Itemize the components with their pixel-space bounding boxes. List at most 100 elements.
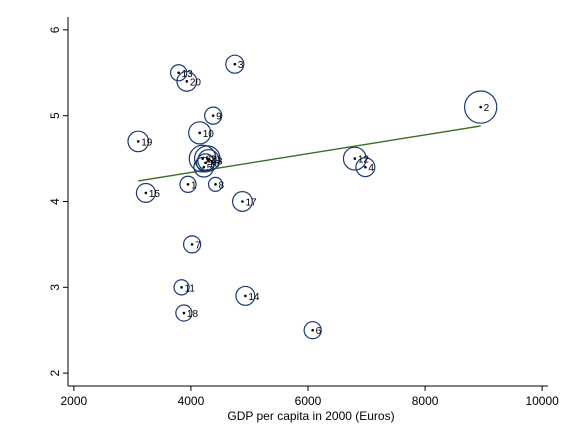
data-point: 19 bbox=[127, 130, 153, 153]
point-marker bbox=[364, 165, 367, 169]
y-tick-label: 2 bbox=[48, 369, 62, 376]
axes bbox=[67, 17, 548, 387]
point-marker bbox=[204, 161, 207, 165]
point-label: 18 bbox=[187, 309, 199, 320]
y-tick-label: 6 bbox=[48, 26, 62, 33]
point-label: 14 bbox=[248, 292, 260, 303]
point-marker bbox=[144, 191, 148, 195]
y-tick-label: 5 bbox=[48, 112, 62, 119]
data-point: 7 bbox=[182, 235, 202, 254]
point-marker bbox=[186, 183, 190, 186]
point-marker bbox=[244, 294, 247, 298]
x-tick-label: 10000 bbox=[525, 394, 559, 408]
point-marker bbox=[180, 286, 183, 289]
point-marker bbox=[479, 105, 482, 109]
data-point: 10 bbox=[188, 121, 215, 145]
data-point: 3 bbox=[225, 54, 245, 74]
point-label: 23 bbox=[211, 156, 223, 167]
point-bubble bbox=[197, 149, 220, 172]
data-point: 18 bbox=[175, 304, 199, 322]
point-label: 11 bbox=[185, 283, 196, 294]
y-ticks: 2 3 4 5 6 bbox=[48, 26, 68, 376]
data-point: 11 bbox=[173, 279, 196, 296]
point-bubble bbox=[169, 64, 188, 82]
point-bubble bbox=[179, 175, 197, 193]
point-marker bbox=[190, 243, 194, 246]
point-bubble bbox=[127, 130, 150, 153]
point-marker bbox=[136, 140, 140, 143]
point-label: 12 bbox=[358, 155, 370, 166]
data-point: 23 bbox=[197, 149, 223, 172]
data-point: 13 bbox=[169, 64, 193, 82]
x-axis-title: GDP per capita in 2000 (Euros) bbox=[227, 409, 394, 423]
point-marker bbox=[201, 157, 204, 160]
point-bubble bbox=[235, 285, 256, 306]
point-marker bbox=[177, 71, 180, 75]
point-bubble bbox=[207, 176, 224, 192]
data-point: 9 bbox=[204, 106, 223, 125]
data-point: 20 bbox=[176, 70, 202, 92]
y-tick-label: 4 bbox=[48, 198, 62, 205]
x-tick-label: 4000 bbox=[178, 394, 205, 408]
x-ticks: 2000 4000 6000 8000 10000 bbox=[61, 386, 559, 408]
point-label: 1 bbox=[191, 180, 197, 191]
data-point: 1 bbox=[179, 175, 197, 193]
point-label: 9 bbox=[216, 112, 222, 123]
data-point: 12 bbox=[342, 146, 370, 171]
point-label: 15 bbox=[149, 189, 161, 200]
data-point: 6 bbox=[303, 321, 322, 340]
point-label: 6 bbox=[316, 326, 322, 337]
point-label: 17 bbox=[245, 198, 257, 209]
point-marker bbox=[182, 311, 186, 315]
point-bubble bbox=[175, 304, 193, 322]
data-point: 14 bbox=[235, 285, 260, 306]
x-tick-label: 6000 bbox=[295, 394, 322, 408]
fit-line-group bbox=[138, 125, 481, 182]
point-label: 8 bbox=[219, 180, 225, 191]
point-marker bbox=[241, 200, 244, 203]
point-label: 22 bbox=[206, 155, 218, 166]
point-bubble bbox=[173, 279, 190, 296]
point-marker bbox=[311, 328, 314, 332]
point-bubble bbox=[355, 157, 376, 178]
point-label: 20 bbox=[190, 77, 202, 88]
point-marker bbox=[214, 183, 217, 186]
point-bubble bbox=[204, 106, 223, 125]
point-bubble bbox=[342, 146, 367, 171]
point-label: 7 bbox=[195, 240, 201, 251]
point-marker bbox=[353, 157, 357, 160]
x-tick-label: 2000 bbox=[61, 394, 88, 408]
data-point: 15 bbox=[135, 182, 161, 203]
point-bubble bbox=[188, 121, 212, 145]
fit-line bbox=[138, 125, 481, 182]
point-label: 3 bbox=[238, 60, 244, 71]
data-point: 8 bbox=[207, 176, 225, 192]
data-point: 4 bbox=[355, 157, 376, 178]
data-point: 2 bbox=[463, 90, 498, 124]
data-point: 17 bbox=[231, 191, 257, 212]
point-bubble bbox=[188, 144, 217, 173]
point-bubble bbox=[182, 235, 202, 254]
y-tick-label: 3 bbox=[48, 284, 62, 291]
point-marker bbox=[233, 62, 237, 66]
point-bubble bbox=[225, 54, 245, 74]
point-marker bbox=[202, 165, 206, 169]
point-label: 5 bbox=[207, 163, 213, 174]
point-marker bbox=[198, 131, 202, 135]
data-point: 22 bbox=[188, 144, 218, 173]
point-bubble bbox=[135, 182, 156, 203]
point-bubble bbox=[463, 90, 498, 124]
point-label: 4 bbox=[368, 163, 374, 174]
point-label: 2 bbox=[484, 103, 490, 114]
x-tick-label: 8000 bbox=[412, 394, 439, 408]
point-marker bbox=[185, 80, 189, 83]
point-bubble bbox=[303, 321, 322, 340]
point-bubble bbox=[176, 70, 198, 92]
point-marker bbox=[207, 159, 210, 162]
point-marker bbox=[211, 114, 215, 117]
point-bubble bbox=[231, 191, 253, 212]
point-label: 10 bbox=[203, 129, 215, 140]
